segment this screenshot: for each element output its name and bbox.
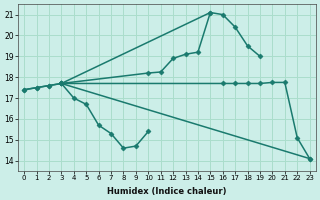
- X-axis label: Humidex (Indice chaleur): Humidex (Indice chaleur): [107, 187, 227, 196]
